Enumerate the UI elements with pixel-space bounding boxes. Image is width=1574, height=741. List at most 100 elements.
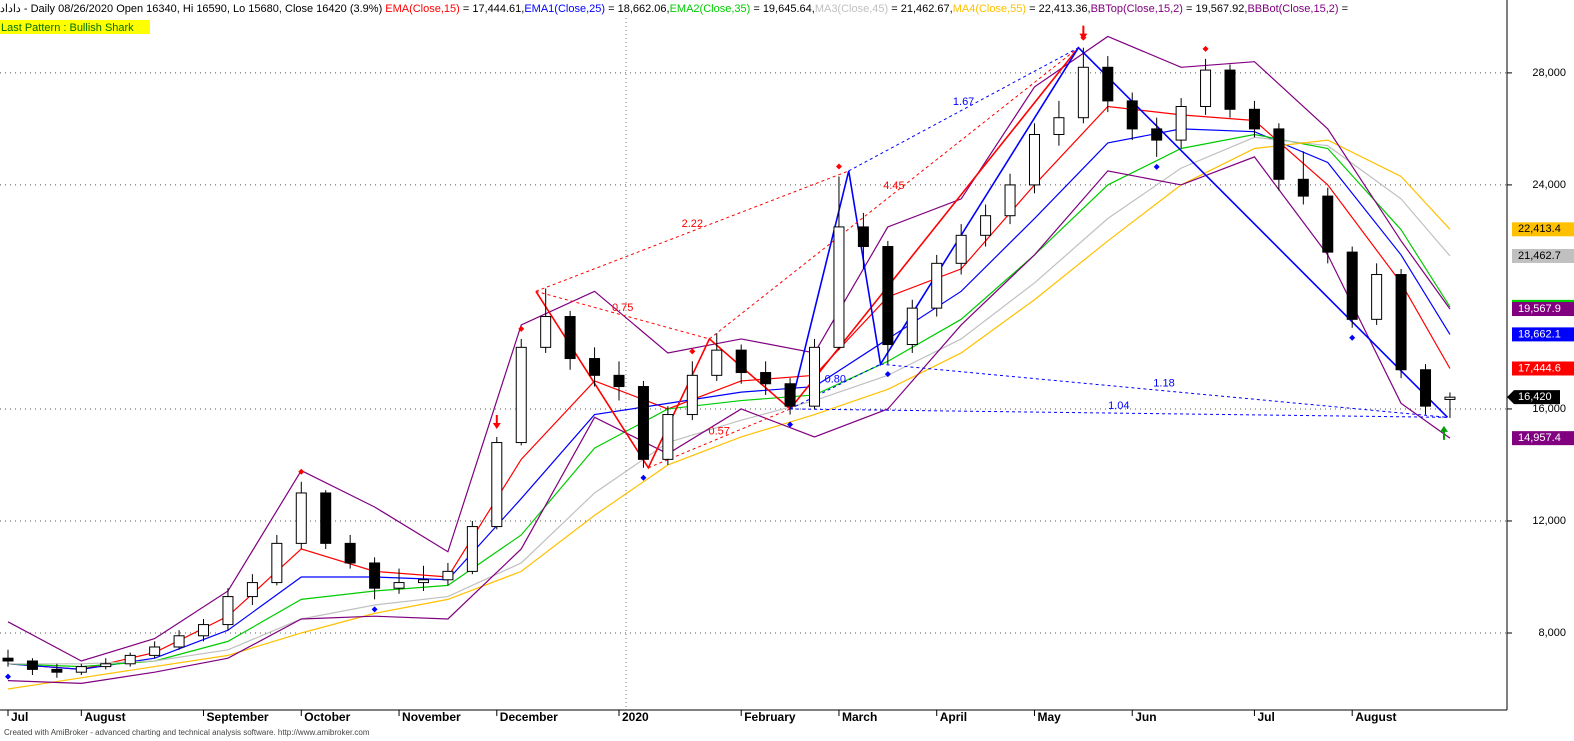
candle-body [1273, 128, 1285, 180]
value-label-bg [1512, 431, 1574, 446]
buy-arrow [1439, 425, 1448, 440]
candle-body [26, 660, 38, 670]
pattern-ratio: 2.22 [682, 218, 703, 230]
candle-body [149, 646, 161, 656]
legend-value: = 22,413.36, [1026, 3, 1091, 15]
candle-body [100, 663, 112, 668]
candle-body [1420, 369, 1432, 407]
candle-body [1102, 66, 1114, 102]
candle-body [760, 372, 772, 385]
candle-body [491, 442, 503, 528]
candle-body [198, 624, 210, 637]
header: داداد - Daily 08/26/2020 Open 16340, Hi … [0, 3, 1348, 15]
pattern-ratio: 0.80 [825, 373, 846, 385]
value-label-bg [1512, 327, 1574, 342]
y-tick-label: 16,000 [1532, 403, 1566, 415]
pivot-low [1349, 334, 1356, 341]
value-label: 17,444.6 [1518, 362, 1561, 374]
indicator-line [7, 133, 1451, 668]
candle-body [1346, 251, 1358, 320]
candle-body [124, 654, 136, 665]
x-tick-label: Jul [1257, 710, 1274, 724]
pattern-label: Last Pattern : Bullish Shark [1, 22, 134, 34]
pattern-ratio: 4.45 [883, 180, 904, 192]
indicator-line [7, 128, 1451, 670]
candle-body [833, 226, 845, 348]
candle-body [540, 316, 552, 348]
value-label-bg [1512, 222, 1574, 237]
candle-body [1371, 274, 1383, 320]
candle-body [809, 346, 821, 407]
candle-body [1200, 69, 1212, 107]
candle-body [1444, 396, 1456, 400]
legend-value: = 19,567.92, [1183, 3, 1248, 15]
pattern-ratio: 1.04 [1108, 400, 1129, 412]
legend-name: EMA2(Close,35) [670, 3, 751, 15]
pivot-high [689, 348, 696, 355]
pivot-low [787, 421, 794, 428]
candle-body [931, 262, 943, 309]
x-tick-label: April [940, 710, 967, 724]
x-tick-label: Jun [1135, 710, 1156, 724]
pattern-dashed-line [880, 363, 1448, 418]
x-tick-label: August [1355, 710, 1396, 724]
y-tick-label: 12,000 [1532, 515, 1566, 527]
candle-body [246, 582, 258, 598]
pivot-high [518, 325, 525, 332]
pivot-low [5, 673, 11, 680]
legend-name: EMA(Close,15) [385, 3, 460, 15]
candle-body [613, 374, 625, 388]
candle-body [589, 358, 601, 376]
pivot-high [298, 468, 305, 475]
pattern-dashed-line [848, 47, 1079, 172]
pattern-ratio: 1.67 [953, 96, 974, 108]
pivot-low [371, 606, 378, 613]
candle-body [75, 666, 87, 673]
legend-name: EMA1(Close,25) [524, 3, 605, 15]
pivot-low [1153, 163, 1160, 170]
value-label-bg [1512, 361, 1574, 376]
legend-value: = 21,462.67, [888, 3, 953, 15]
x-tick-label: December [500, 710, 558, 724]
indicator-line [7, 35, 1451, 662]
legend-name: MA4(Close,55) [953, 3, 1026, 15]
y-tick-label: 8,000 [1538, 627, 1566, 639]
candle-body [686, 374, 698, 416]
pattern-line [535, 290, 791, 470]
indicator-line [8, 136, 1451, 665]
candle-body [442, 570, 454, 581]
legend-value: = 18,662.06, [605, 3, 670, 15]
value-label: 19,567.9 [1518, 303, 1561, 315]
candle-body [564, 316, 576, 360]
pattern-dashed-line [789, 363, 881, 410]
header-prefix: داداد - Daily 08/26/2020 Open 16340, Hi … [0, 3, 382, 15]
x-tick-label: Jul [11, 710, 28, 724]
value-label: 21,462.7 [1518, 250, 1561, 262]
candle-body [1004, 184, 1016, 217]
value-label: 22,413.4 [1518, 223, 1561, 235]
candle-body [1126, 100, 1138, 130]
candle-body [320, 492, 332, 544]
candle-body [1077, 66, 1089, 119]
pattern-dashed-line [709, 47, 1079, 340]
candle-body [1175, 105, 1187, 141]
candle-body [222, 596, 234, 626]
candle-body [466, 526, 478, 572]
pattern-ratio: 1.18 [1153, 378, 1174, 390]
indicator-line [7, 139, 1451, 690]
candle-body [417, 579, 429, 584]
candle-body [369, 562, 381, 589]
sell-arrow [1079, 25, 1088, 40]
indicator-line [7, 156, 1451, 684]
candle-body [1248, 108, 1260, 130]
candle-body [662, 414, 674, 460]
x-tick-label: November [402, 710, 461, 724]
legend-value: = 17,444.61, [460, 3, 525, 15]
x-tick-label: 2020 [622, 710, 649, 724]
value-label: 14,957.4 [1518, 432, 1561, 444]
candle-body [515, 346, 527, 444]
pattern-dashed-line [535, 170, 849, 292]
candle-body [637, 386, 649, 460]
legend-name: BBTop(Close,15,2) [1091, 3, 1183, 15]
